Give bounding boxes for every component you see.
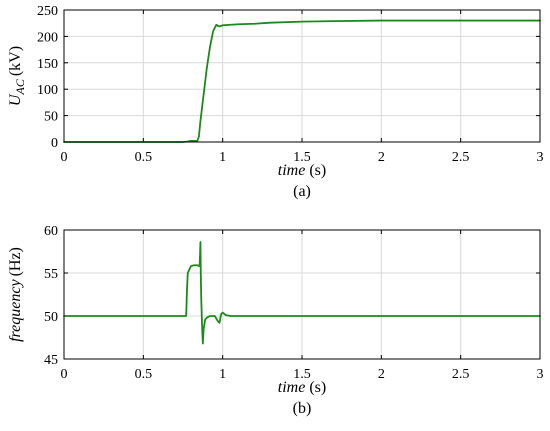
y-tick-label: 0 (51, 136, 58, 151)
x-tick-label: 0 (61, 150, 68, 165)
x-tick-label: 0 (61, 367, 68, 382)
y-tick-label: 55 (44, 267, 58, 282)
x-tick-label: 2.5 (452, 150, 470, 165)
y-tick-label: 200 (37, 30, 58, 45)
y-axis-label-b-main: frequency (7, 279, 24, 342)
ticks-a: 0 0.5 1 1.5 2 2.5 3 0 50 100 150 200 250 (37, 4, 544, 165)
chart-panel-b: 0 0.5 1 1.5 2 2.5 3 45 50 55 60 time (s) frequency… (7, 224, 544, 417)
ticks-b: 0 0.5 1 1.5 2 2.5 3 45 50 55 60 (44, 224, 544, 382)
x-axis-label-a-unit: (s) (305, 162, 326, 179)
y-axis-label-a: UAC (kV) (7, 46, 27, 106)
caption-a: (a) (293, 183, 311, 200)
plot-frame-b (63, 229, 541, 360)
x-tick-label: 3 (537, 150, 544, 165)
caption-b: (b) (293, 400, 312, 417)
x-axis-label-b-unit: (s) (305, 379, 326, 396)
y-axis-label-b-unit: (Hz) (7, 247, 24, 276)
grid-a (63, 9, 541, 143)
y-tick-label: 250 (37, 4, 58, 19)
y-axis-label-a-main: U (7, 93, 24, 106)
x-axis-label-a: time (s) (278, 162, 326, 179)
y-tick-label: 100 (37, 83, 58, 98)
y-tick-label: 50 (44, 110, 58, 125)
chart-panel-a: 0 0.5 1 1.5 2 2.5 3 0 50 100 150 200 250 time (s) UA… (7, 4, 544, 200)
y-axis-label-a-unit: (kV) (7, 46, 24, 76)
x-tick-label: 1 (219, 150, 226, 165)
y-tick-label: 150 (37, 57, 58, 72)
y-axis-label-a-sub: AC (13, 78, 27, 95)
x-tick-label: 0.5 (135, 150, 153, 165)
x-axis-label-b: time (s) (278, 379, 326, 396)
y-tick-label: 50 (44, 310, 58, 325)
voltage-trace (63, 19, 541, 143)
y-axis-label-b: frequency (Hz) (7, 247, 24, 342)
x-tick-label: 1 (219, 367, 226, 382)
x-tick-label: 2 (378, 150, 385, 165)
frequency-trace (63, 241, 541, 345)
x-tick-label: 2 (378, 367, 385, 382)
grid-b (63, 229, 541, 360)
x-tick-label: 2.5 (452, 367, 470, 382)
x-tick-label: 0.5 (135, 367, 153, 382)
x-tick-label: 1.5 (293, 367, 311, 382)
y-tick-label: 45 (44, 353, 58, 368)
x-tick-label: 3 (537, 367, 544, 382)
x-axis-label-a-var: time (278, 162, 306, 179)
x-tick-label: 1.5 (293, 150, 311, 165)
y-tick-label: 60 (44, 224, 58, 239)
plot-frame-a (63, 9, 541, 143)
x-axis-label-b-var: time (278, 379, 306, 396)
